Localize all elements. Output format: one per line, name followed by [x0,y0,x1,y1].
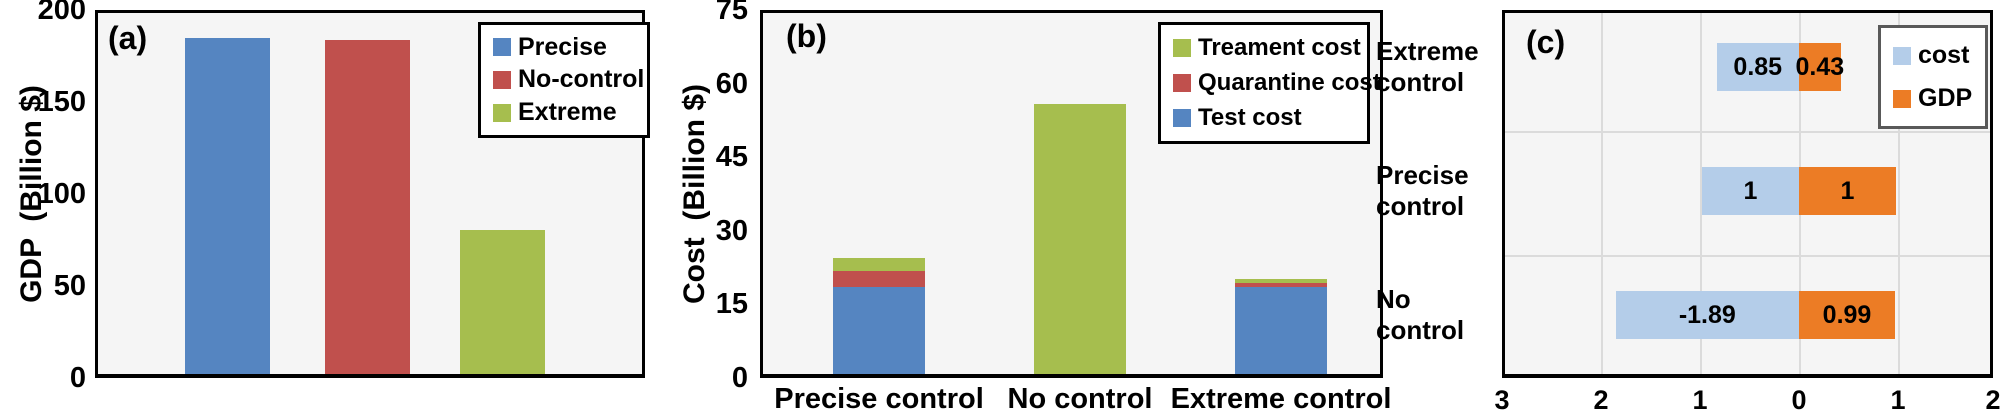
treament-cost-swatch-icon [1173,39,1191,58]
legend-label: Treament cost [1198,34,1361,62]
y-tick-label: 75 [715,0,748,26]
panel-label-a: (a) [108,20,148,56]
legend-entry-test-cost: Test cost [1173,104,1361,132]
quarantine-cost-swatch-icon [1173,73,1191,92]
y-tick-label: 200 [37,0,86,26]
y-tick-label: 60 [715,67,748,100]
bar-gdp-no-control: 0.99 [1799,291,1896,339]
segment-treament-cost [833,258,925,271]
legend-entry-no-control: No-control [493,65,645,94]
legend-entry-quarantine-cost: Quarantine cost [1173,69,1381,97]
legend-label: Extreme [518,98,617,127]
category-label-no-control: No control [1007,383,1153,415]
bar-no-control [325,40,410,374]
segment-test-cost [1235,287,1327,374]
legend-label: GDP [1918,84,1973,112]
bar-value-label: 1 [1840,176,1855,205]
legend-entry-treament-cost: Treament cost [1173,34,1361,62]
category-label-extreme-control: Extreme control [1170,383,1392,415]
y-tick-label: 15 [715,288,748,321]
precise-swatch-icon [493,38,511,57]
category-label-extreme-control: Extreme control [1376,36,1479,97]
gridline-vertical [1700,13,1702,374]
category-label-precise-control: Precise control [774,383,984,415]
segment-quarantine-cost [833,270,925,288]
bar-gdp-precise-control: 1 [1799,167,1896,215]
legend-label: Quarantine cost [1198,68,1381,96]
gridline-horizontal [1505,131,1990,133]
gridline-vertical [1601,13,1603,374]
bar-cost-precise-control: 1 [1702,167,1799,215]
bar-gdp-extreme-control: 0.43 [1796,43,1844,91]
legend-label: Precise [518,32,607,61]
x-tick-label: 0 [1791,385,1807,415]
legend-label: Test cost [1198,103,1302,131]
no-control-swatch-icon [493,70,511,89]
bar-value-label: 0.85 [1733,52,1783,81]
gridline-vertical [1898,13,1900,374]
bar-extreme [460,229,545,374]
y-tick-label: 0 [69,362,86,394]
bar-value-label: 1 [1743,176,1758,205]
legend-c: cost GDP [1878,25,1988,129]
x-tick-label: 1 [1890,385,1906,415]
legend-b: Treament cost Quarantine cost Test cost [1158,22,1381,144]
segment-quarantine-cost [1235,282,1327,288]
bar-value-label: 0.99 [1822,300,1872,329]
category-label-precise-control: Precise control [1376,160,1469,221]
bar-cost-no-control: -1.89 [1615,291,1799,339]
legend-label: cost [1918,41,1970,69]
bar-value-label: -1.89 [1678,300,1736,329]
y-tick-label: 30 [715,214,748,247]
bar-precise [185,38,270,374]
y-tick-label: 150 [37,86,86,118]
y-tick-label: 45 [715,141,748,174]
x-tick-label: 3 [1494,385,1510,415]
legend-entry-precise: Precise [493,33,641,62]
segment-treament-cost [1235,278,1327,283]
segment-treament-cost [1034,104,1126,374]
segment-test-cost [833,287,925,374]
legend-label: No-control [518,65,645,94]
extreme-swatch-icon [493,103,511,122]
panel-label-b: (b) [786,18,827,54]
x-tick-label: 2 [1985,385,2000,415]
gridline-horizontal [1505,255,1990,257]
x-tick-label: 2 [1593,385,1609,415]
bar-value-label: 0.43 [1795,52,1845,81]
panel-label-c: (c) [1526,24,1566,60]
legend-entry-extreme: Extreme [493,98,641,127]
legend-entry-gdp: GDP [1893,84,1979,113]
y-tick-label: 50 [53,270,86,302]
y-tick-label: 0 [731,362,748,394]
cost-swatch-icon [1893,46,1911,65]
y-tick-label: 100 [37,178,86,210]
bar-cost-extreme-control: 0.85 [1716,43,1799,91]
test-cost-swatch-icon [1173,108,1191,127]
legend-entry-cost: cost [1893,41,1979,70]
gdp-swatch-icon [1893,89,1911,108]
category-label-no-control: No control [1376,284,1465,345]
legend-a: Precise No-control Extreme [478,22,650,138]
x-tick-label: 1 [1692,385,1708,415]
